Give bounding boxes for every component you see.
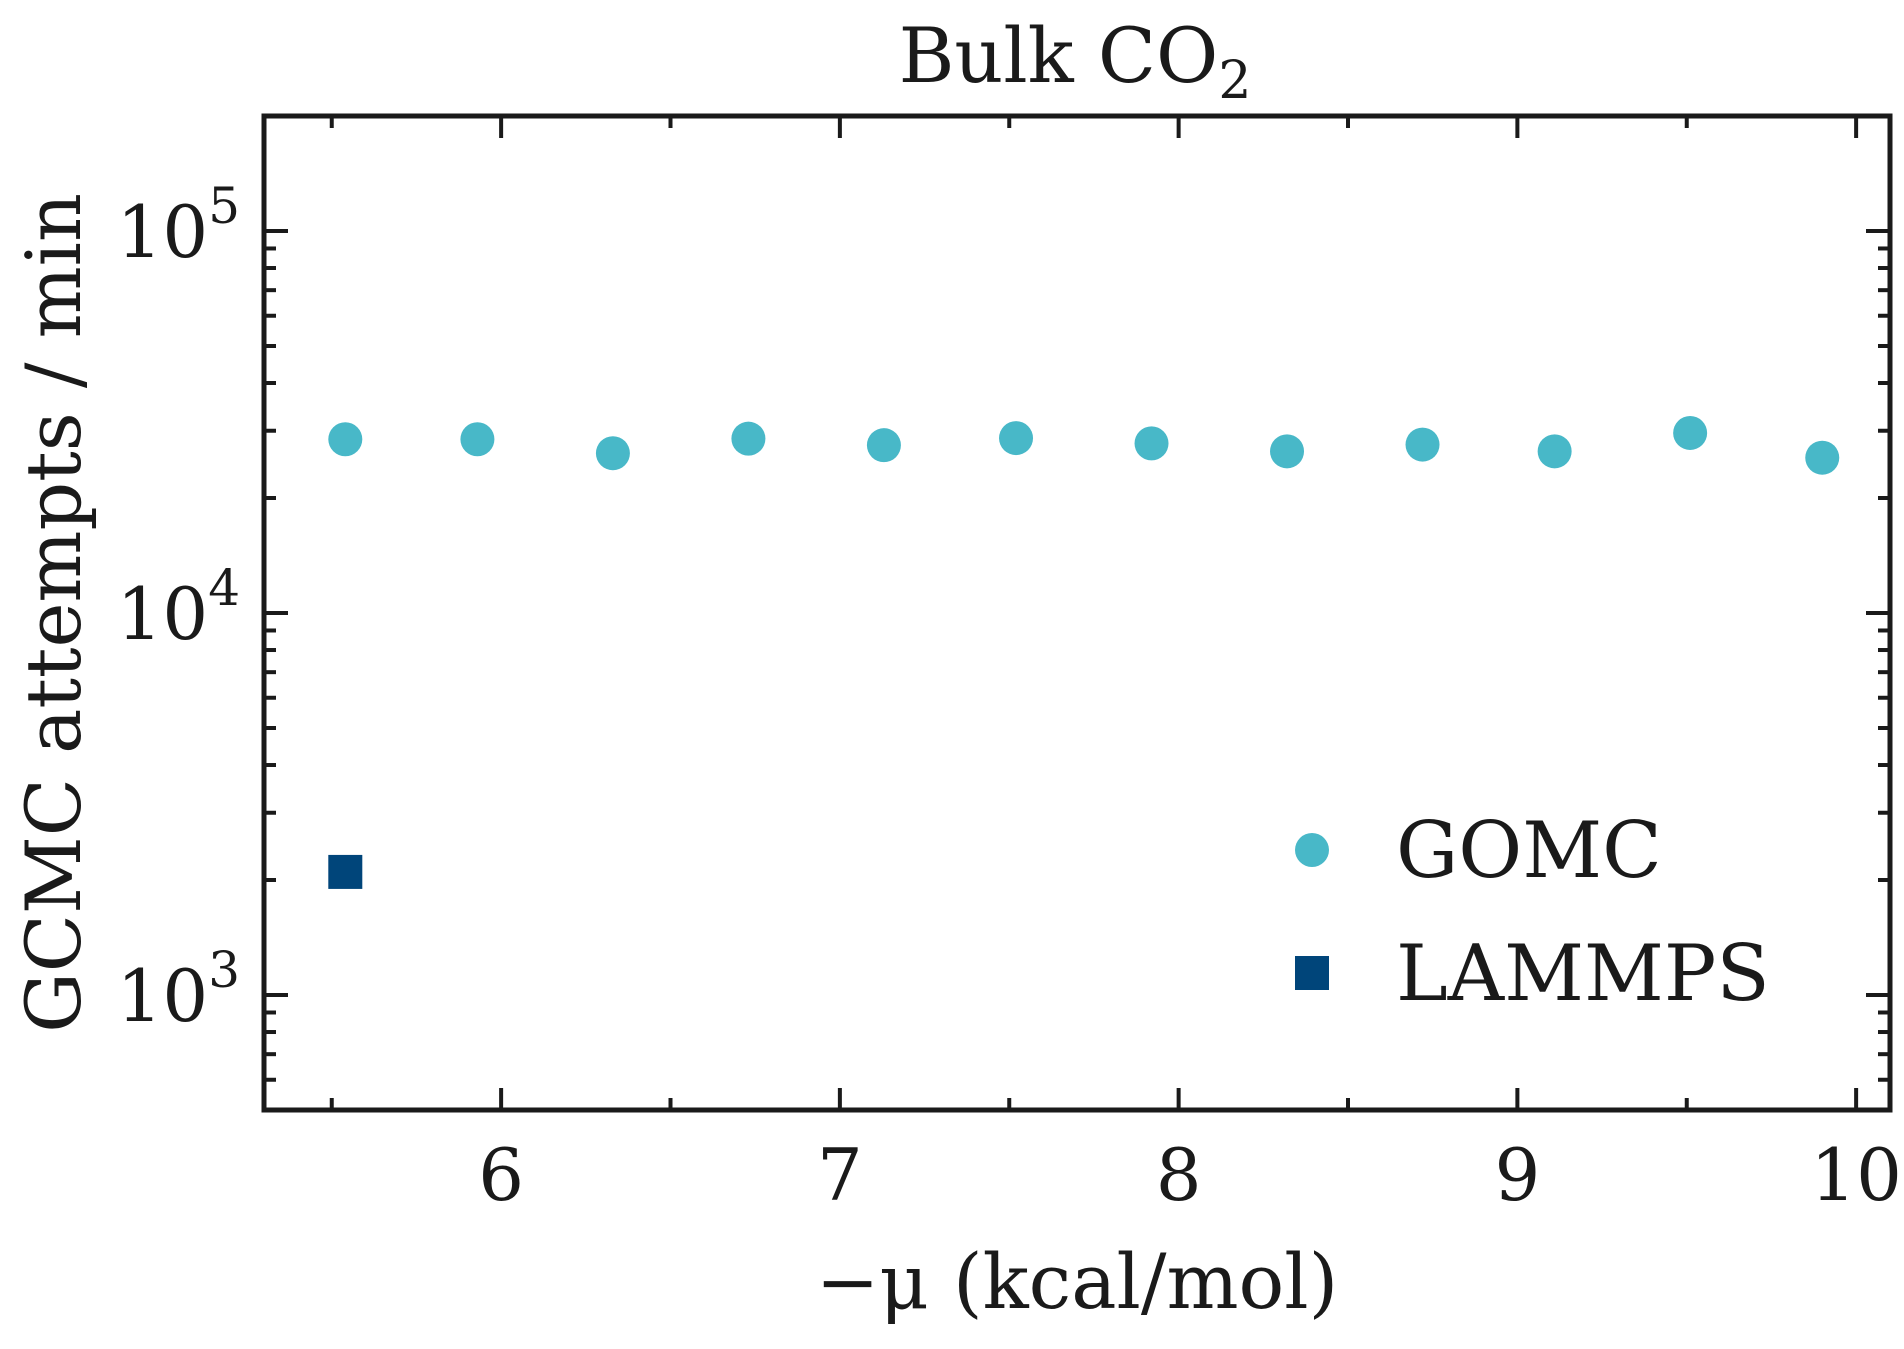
y-tick-exponent: 4 (208, 559, 240, 617)
y-tick-base: 10 (117, 954, 209, 1038)
point-gomc (1805, 440, 1840, 475)
x-tick-label: 8 (1156, 1133, 1202, 1217)
chart-title: Bulk CO2 (899, 11, 1252, 111)
y-tick-label: 104 (117, 559, 240, 656)
x-tick-label: 9 (1494, 1133, 1540, 1217)
chart-title-main: Bulk CO (899, 11, 1219, 100)
legend-label-lammps: LAMMPS (1396, 929, 1770, 1019)
x-tick-label: 10 (1810, 1133, 1902, 1217)
legend-marker-gomc (1295, 833, 1329, 867)
x-tick-labels: 6 7 8 9 10 (478, 1133, 1902, 1217)
y-axis-label: GCMC attempts / min (9, 193, 98, 1033)
point-gomc (460, 422, 495, 457)
y-tick-base: 10 (117, 190, 209, 274)
point-gomc (731, 421, 766, 456)
legend-marker-lammps (1295, 956, 1329, 990)
x-tick-label: 6 (478, 1133, 524, 1217)
y-tick-exponent: 5 (208, 177, 240, 235)
chart-title-subscript: 2 (1218, 51, 1251, 111)
point-gomc (1134, 426, 1169, 461)
y-tick-label: 103 (117, 941, 240, 1038)
point-gomc (1537, 434, 1572, 469)
point-gomc (999, 421, 1034, 456)
point-gomc (595, 436, 630, 471)
point-gomc (1270, 434, 1305, 469)
point-lammps (328, 854, 363, 889)
y-tick-base: 10 (117, 572, 209, 656)
plot-frame (261, 113, 1893, 1113)
legend: GOMC LAMMPS (1295, 806, 1770, 1019)
point-gomc (328, 422, 363, 457)
point-gomc (866, 428, 901, 463)
y-tick-exponent: 3 (208, 941, 240, 999)
legend-label-gomc: GOMC (1396, 806, 1662, 896)
point-gomc (1673, 415, 1708, 450)
y-tick-label: 105 (117, 177, 240, 274)
data-points (328, 415, 1840, 889)
x-axis-label: −μ (kcal/mol) (816, 1237, 1339, 1326)
x-tick-label: 7 (817, 1133, 863, 1217)
point-gomc (1405, 427, 1440, 462)
